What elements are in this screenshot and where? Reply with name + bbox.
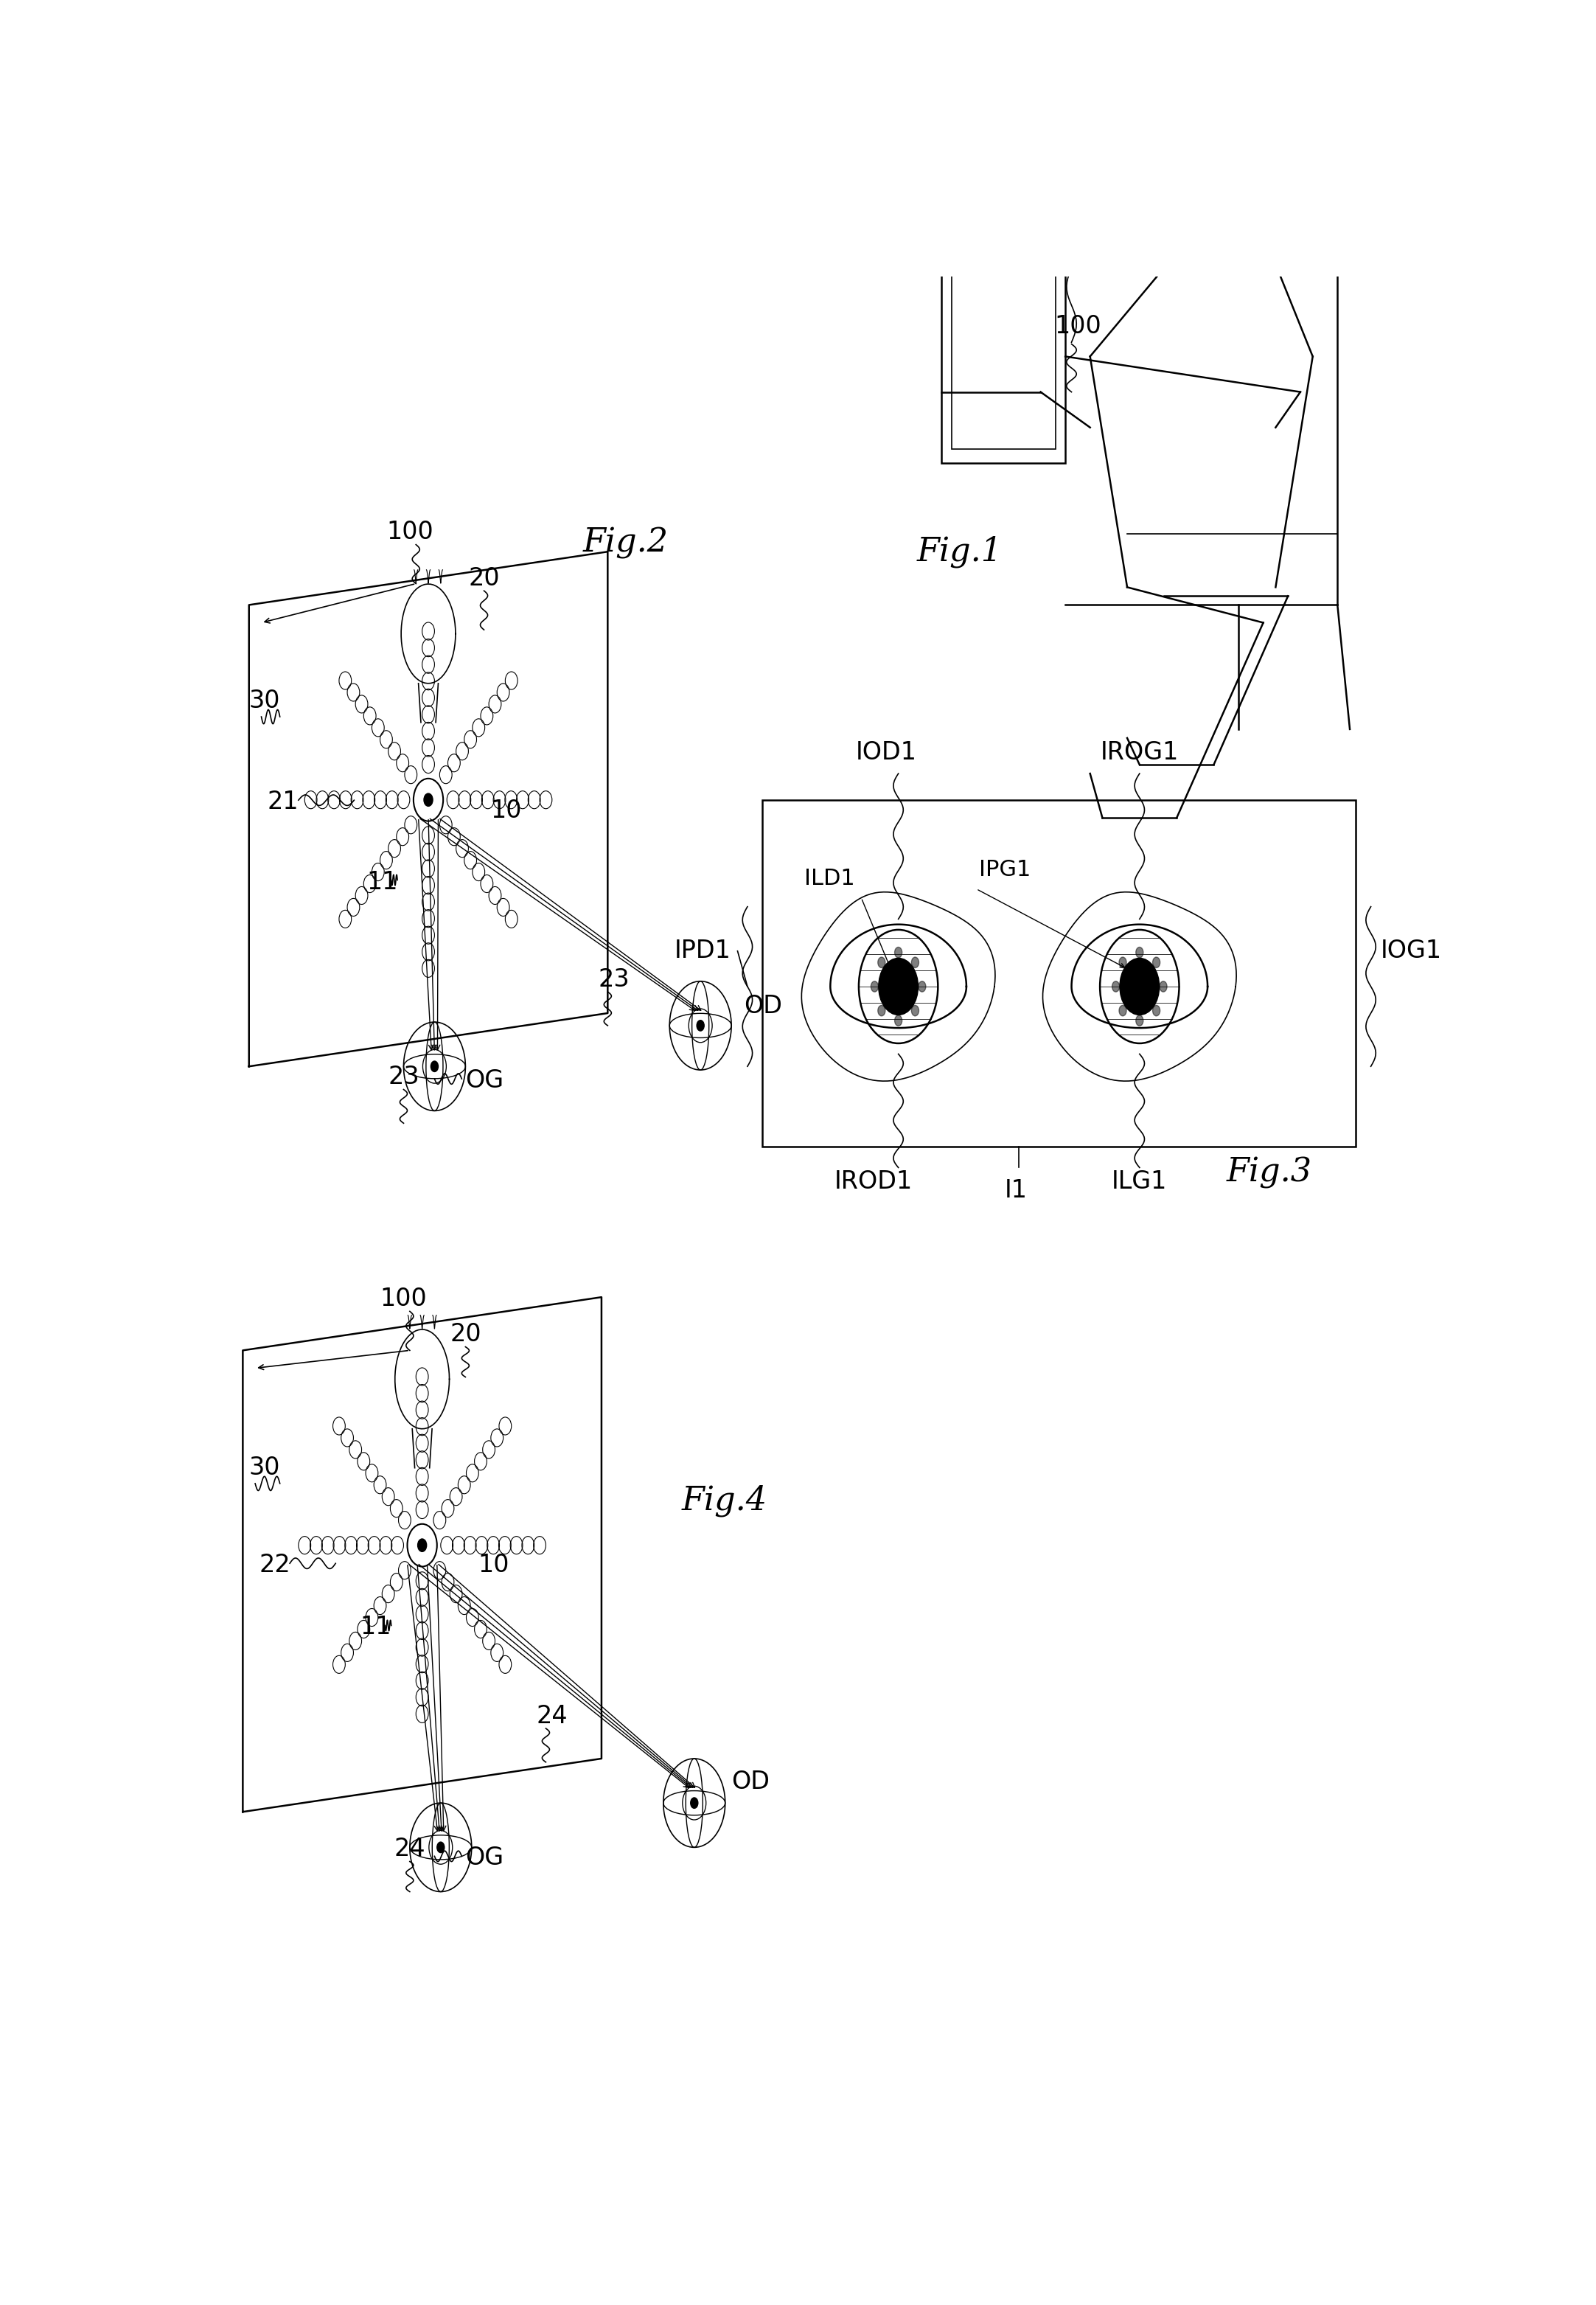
Text: 20: 20 bbox=[450, 1323, 480, 1346]
Text: 11: 11 bbox=[361, 1616, 391, 1639]
Text: IROD1: IROD1 bbox=[835, 1169, 913, 1194]
Circle shape bbox=[895, 1014, 902, 1026]
Circle shape bbox=[697, 1021, 704, 1030]
Text: 100: 100 bbox=[380, 1286, 428, 1312]
Text: OD: OD bbox=[744, 993, 782, 1019]
Text: 100: 100 bbox=[1055, 313, 1101, 339]
Circle shape bbox=[691, 1798, 697, 1809]
Text: 22: 22 bbox=[259, 1554, 290, 1577]
Text: 11: 11 bbox=[367, 869, 397, 894]
Text: IOD1: IOD1 bbox=[855, 740, 916, 765]
Bar bbox=[951, 203, 1055, 449]
Circle shape bbox=[918, 982, 926, 991]
Text: Fig.2: Fig.2 bbox=[583, 528, 669, 558]
Text: 24: 24 bbox=[536, 1703, 568, 1729]
Text: IOG1: IOG1 bbox=[1381, 938, 1443, 963]
Circle shape bbox=[911, 1005, 919, 1017]
Text: 30: 30 bbox=[249, 1454, 281, 1480]
Text: ILG1: ILG1 bbox=[1112, 1169, 1167, 1194]
Text: OG: OG bbox=[466, 1846, 504, 1869]
Text: 23: 23 bbox=[388, 1065, 420, 1090]
Text: 30: 30 bbox=[249, 689, 281, 712]
Text: OG: OG bbox=[466, 1070, 504, 1093]
Circle shape bbox=[1152, 1005, 1160, 1017]
Text: IPD1: IPD1 bbox=[675, 938, 731, 963]
Circle shape bbox=[1119, 1005, 1127, 1017]
Circle shape bbox=[1136, 1014, 1143, 1026]
Circle shape bbox=[878, 959, 918, 1014]
Text: Fig.3: Fig.3 bbox=[1226, 1157, 1312, 1189]
Text: Fig.1: Fig.1 bbox=[916, 535, 1002, 567]
Circle shape bbox=[1152, 957, 1160, 968]
Circle shape bbox=[911, 957, 919, 968]
Circle shape bbox=[418, 1540, 426, 1551]
Circle shape bbox=[437, 1842, 444, 1853]
Text: 23: 23 bbox=[598, 968, 629, 991]
Text: IPG1: IPG1 bbox=[978, 860, 1031, 881]
Text: 20: 20 bbox=[468, 567, 500, 590]
Circle shape bbox=[425, 793, 433, 807]
Circle shape bbox=[1119, 957, 1127, 968]
Circle shape bbox=[878, 957, 886, 968]
Circle shape bbox=[895, 947, 902, 959]
Circle shape bbox=[998, 219, 1010, 235]
Text: I1: I1 bbox=[1004, 1178, 1028, 1203]
Text: ILD1: ILD1 bbox=[804, 867, 855, 890]
Circle shape bbox=[871, 982, 878, 991]
Circle shape bbox=[878, 1005, 886, 1017]
Text: OD: OD bbox=[731, 1770, 769, 1793]
Circle shape bbox=[1160, 982, 1167, 991]
Text: 10: 10 bbox=[477, 1554, 509, 1577]
Bar bbox=[763, 800, 1357, 1146]
Circle shape bbox=[1112, 982, 1119, 991]
Text: IROG1: IROG1 bbox=[1100, 740, 1179, 765]
Text: 24: 24 bbox=[394, 1837, 426, 1862]
Text: 10: 10 bbox=[490, 800, 522, 823]
Text: 100: 100 bbox=[386, 521, 433, 544]
Circle shape bbox=[1136, 947, 1143, 959]
Bar bbox=[942, 189, 1065, 463]
Text: 21: 21 bbox=[268, 791, 298, 814]
Circle shape bbox=[431, 1060, 439, 1072]
Text: Fig.4: Fig.4 bbox=[681, 1484, 768, 1517]
Circle shape bbox=[1120, 959, 1159, 1014]
